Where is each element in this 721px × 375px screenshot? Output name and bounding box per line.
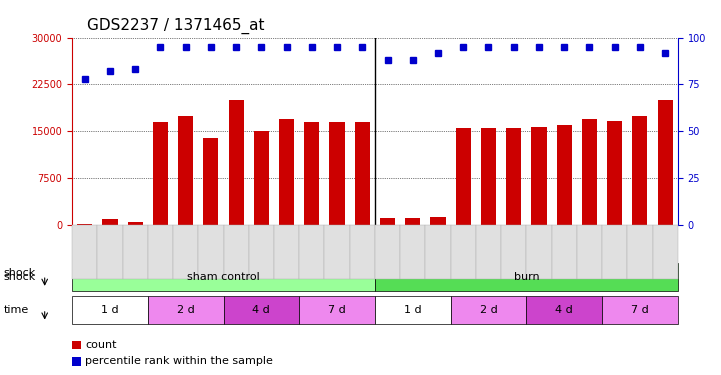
Bar: [279, 119, 294, 225]
Bar: [128, 222, 143, 225]
Text: percentile rank within the sample: percentile rank within the sample: [85, 357, 273, 366]
Bar: [557, 125, 572, 225]
Bar: [582, 119, 597, 225]
Text: shock: shock: [4, 268, 36, 278]
Bar: [102, 219, 118, 225]
Bar: [229, 100, 244, 225]
Bar: [632, 116, 647, 225]
Bar: [456, 128, 471, 225]
Bar: [380, 217, 395, 225]
Text: burn: burn: [513, 272, 539, 282]
Bar: [153, 122, 168, 225]
Bar: [178, 116, 193, 225]
Text: count: count: [85, 340, 117, 350]
Bar: [531, 127, 547, 225]
Text: 7 d: 7 d: [631, 305, 649, 315]
Bar: [254, 131, 269, 225]
Bar: [658, 100, 673, 225]
Text: shock: shock: [4, 272, 36, 282]
Bar: [607, 121, 622, 225]
Text: GDS2237 / 1371465_at: GDS2237 / 1371465_at: [87, 18, 264, 34]
Bar: [405, 217, 420, 225]
Text: 4 d: 4 d: [252, 305, 270, 315]
Bar: [506, 128, 521, 225]
Bar: [355, 122, 370, 225]
Text: 2 d: 2 d: [479, 305, 497, 315]
Text: 1 d: 1 d: [101, 305, 119, 315]
Text: 7 d: 7 d: [328, 305, 346, 315]
Bar: [77, 224, 92, 225]
Text: 4 d: 4 d: [555, 305, 573, 315]
Bar: [304, 122, 319, 225]
Bar: [329, 122, 345, 225]
Bar: [430, 217, 446, 225]
Text: 1 d: 1 d: [404, 305, 422, 315]
Text: sham control: sham control: [187, 272, 260, 282]
Text: 2 d: 2 d: [177, 305, 195, 315]
Bar: [203, 138, 218, 225]
Text: time: time: [4, 305, 29, 315]
Bar: [481, 128, 496, 225]
